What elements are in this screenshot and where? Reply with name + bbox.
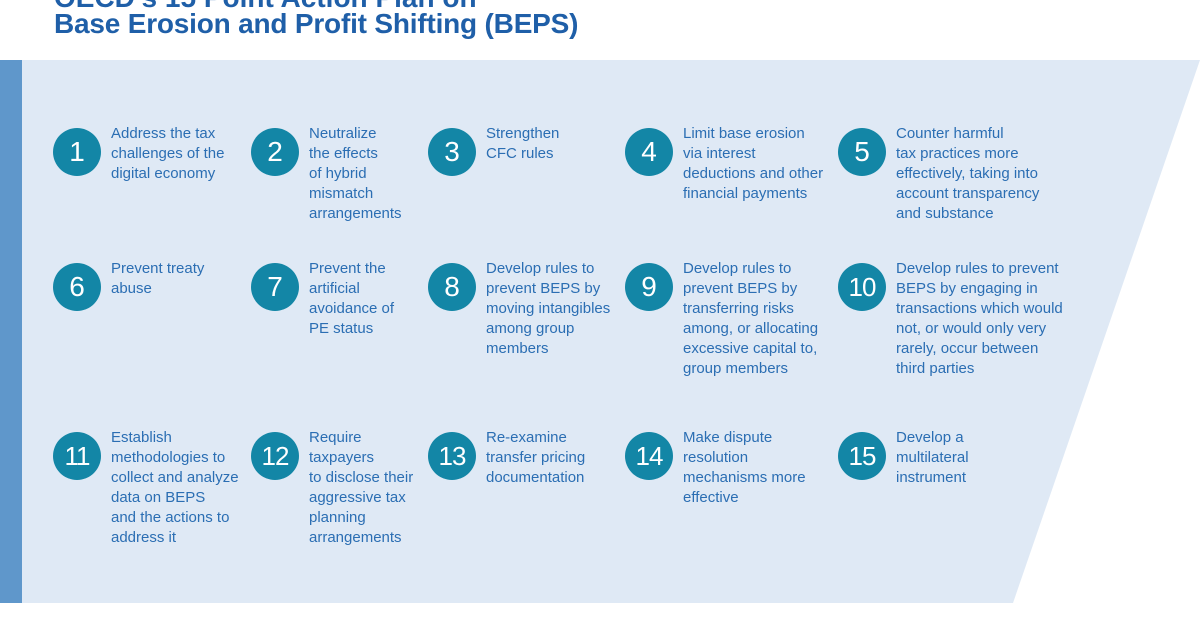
action-2: 2 Neutralize the effects of hybrid misma…	[251, 125, 402, 224]
actions-panel	[0, 60, 1200, 603]
action-text: Develop rules to prevent BEPS by moving …	[486, 260, 611, 357]
action-text: Address the tax challenges of the digita…	[111, 125, 225, 182]
action-text: Counter harmful tax practices more effec…	[896, 125, 1040, 222]
action-number-badge: 4	[625, 128, 673, 176]
action-number-badge: 10	[838, 263, 886, 311]
action-11: 11 Establish methodologies to collect an…	[53, 429, 239, 548]
action-4: 4 Limit base erosion via interest deduct…	[625, 125, 823, 204]
action-text: Develop rules to prevent BEPS by transfe…	[683, 260, 819, 377]
action-1: 1 Address the tax challenges of the digi…	[53, 125, 224, 184]
action-12: 12 Require taxpayers to disclose their a…	[251, 429, 413, 548]
action-text: Prevent the artificial avoidance of PE s…	[309, 260, 395, 337]
action-number-badge: 14	[625, 432, 673, 480]
action-text: Neutralize the effects of hybrid mismatc…	[309, 125, 402, 222]
action-text: Make dispute resolution mechanisms more …	[683, 429, 806, 506]
action-text: Develop rules to prevent BEPS by engagin…	[896, 260, 1063, 377]
action-15: 15 Develop a multilateral instrument	[838, 429, 969, 488]
action-text: Establish methodologies to collect and a…	[111, 429, 239, 546]
action-number-badge: 12	[251, 432, 299, 480]
action-number-badge: 3	[428, 128, 476, 176]
action-6: 6 Prevent treaty abuse	[53, 260, 204, 311]
action-number-badge: 7	[251, 263, 299, 311]
action-13: 13 Re-examine transfer pricing documenta…	[428, 429, 585, 488]
action-number-badge: 13	[428, 432, 476, 480]
action-text: Limit base erosion via interest deductio…	[683, 125, 824, 202]
action-9: 9 Develop rules to prevent BEPS by trans…	[625, 260, 818, 379]
action-5: 5 Counter harmful tax practices more eff…	[838, 125, 1039, 224]
action-7: 7 Prevent the artificial avoidance of PE…	[251, 260, 394, 339]
action-number-badge: 6	[53, 263, 101, 311]
action-number-badge: 11	[53, 432, 101, 480]
action-text: Prevent treaty abuse	[111, 260, 205, 297]
action-number-badge: 8	[428, 263, 476, 311]
action-number-badge: 2	[251, 128, 299, 176]
action-number-badge: 15	[838, 432, 886, 480]
page-title-overline: OECD's 15 Point Action Plan on	[54, 0, 477, 14]
action-text: Require taxpayers to disclose their aggr…	[309, 429, 414, 546]
action-10: 10 Develop rules to prevent BEPS by enga…	[838, 260, 1063, 379]
action-3: 3 Strengthen CFC rules	[428, 125, 559, 176]
action-text: Strengthen CFC rules	[486, 125, 560, 162]
panel-accent-bar	[0, 60, 22, 603]
page-title: Base Erosion and Profit Shifting (BEPS)	[54, 8, 579, 39]
action-number-badge: 9	[625, 263, 673, 311]
action-number-badge: 5	[838, 128, 886, 176]
action-text: Develop a multilateral instrument	[896, 429, 969, 486]
action-8: 8 Develop rules to prevent BEPS by movin…	[428, 260, 610, 359]
action-text: Re-examine transfer pricing documentatio…	[486, 429, 586, 486]
action-number-badge: 1	[53, 128, 101, 176]
action-14: 14 Make dispute resolution mechanisms mo…	[625, 429, 806, 508]
